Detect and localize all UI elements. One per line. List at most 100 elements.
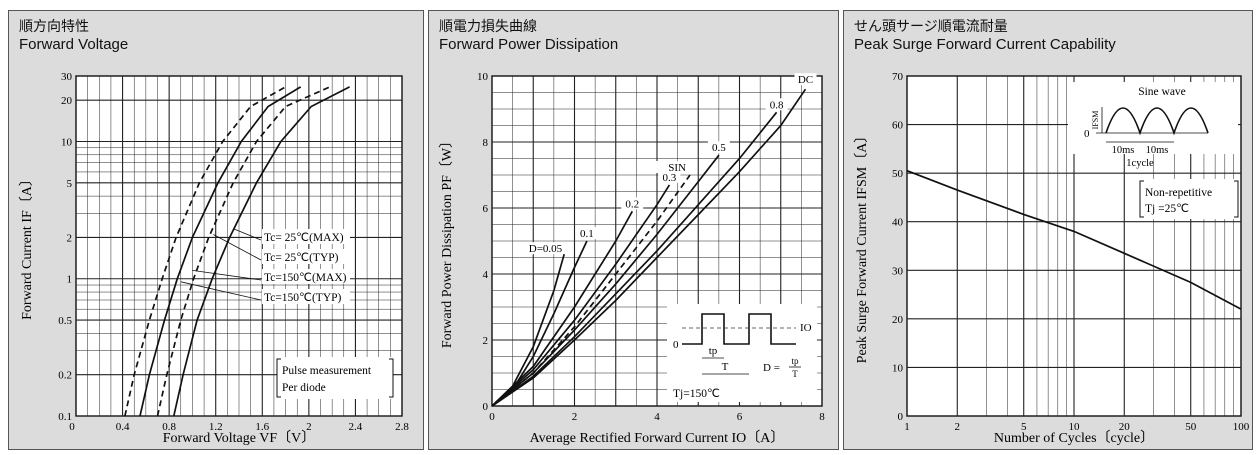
y-tick-label: 50: [892, 168, 904, 180]
y-tick-label: 0.1: [58, 411, 72, 423]
y-axis-label: Forward Power Dissipation PF〔W〕: [439, 134, 455, 348]
series-line: [172, 86, 350, 417]
x-tick-label: 0.4: [116, 421, 130, 433]
y-tick-label: 10: [61, 136, 73, 148]
series-label-bg: [650, 161, 687, 173]
series-line: [124, 86, 287, 417]
legend-label-bg: [262, 269, 350, 284]
panel-title-en: Forward Power Dissipation: [439, 36, 619, 53]
y-tick-label: 30: [61, 71, 73, 83]
note-text: Pulse measurement: [282, 365, 372, 377]
series-label: 0.5: [712, 142, 726, 154]
y-tick-label: 0: [898, 411, 904, 423]
y-tick-label: 2: [483, 335, 489, 347]
panel-title-en: Forward Voltage: [19, 36, 129, 53]
y-tick-label: 5: [67, 178, 73, 190]
y-tick-label: 4: [483, 269, 489, 281]
note-box: [1140, 179, 1238, 219]
note-bracket-left: [1139, 180, 1144, 218]
y-axis-label: Forward Current IF〔A〕: [19, 172, 35, 320]
x-tick-label: 1.6: [255, 421, 269, 433]
x-axis-label: Forward Voltage VF〔V〕: [163, 430, 315, 446]
inset-zero-label: 0: [1084, 128, 1090, 140]
panel-title-jp: せん頭サージ順電流耐量: [854, 19, 1008, 35]
x-tick-label: 100: [1233, 421, 1250, 433]
series-label-bg: [765, 98, 788, 111]
inset-t1-label: 10ms: [1112, 145, 1135, 156]
panel-title-en: Peak Surge Forward Current Capability: [854, 36, 1116, 53]
panel-title-jp: 順方向特性: [19, 19, 89, 35]
y-tick-label: 10: [477, 71, 489, 83]
y-tick-label: 20: [892, 314, 904, 326]
x-axis-label: Number of Cycles〔cycle〕: [994, 430, 1154, 446]
inset-tp-label: tp: [709, 345, 718, 357]
legend-label: Tc= 25℃(TYP): [264, 252, 339, 264]
series-label-bg: [707, 141, 730, 154]
x-tick-label: 1: [904, 421, 910, 433]
x-tick-label: 4: [654, 411, 660, 423]
note-bracket-right: [389, 358, 394, 398]
x-tick-label: 0: [69, 421, 75, 433]
pulse-waveform: [682, 313, 796, 345]
series-label-bg: [526, 242, 564, 255]
legend-label: Tc=150℃(MAX): [264, 272, 347, 284]
y-tick-label: 0: [483, 401, 489, 413]
x-tick-label: 1.2: [209, 421, 223, 433]
y-tick-label: 0.2: [58, 370, 72, 382]
x-tick-label: 10: [1069, 421, 1081, 433]
inset-box: [667, 304, 817, 402]
x-tick-label: 8: [819, 411, 825, 423]
peak-surge-current-chart: 1 2 5 10 20 50 100 0 10 20 30 40 50 60 70 Number of Cyc…: [854, 71, 1250, 446]
inset-t2-label: 10ms: [1146, 145, 1169, 156]
y-tick-label: 70: [892, 71, 904, 83]
y-tick-label: 2: [67, 232, 73, 244]
y-axis-label: Peak Surge Forward Current IFSM〔A〕: [854, 129, 870, 364]
series-label: D=0.05: [529, 243, 563, 255]
note-text: Per diode: [282, 382, 326, 394]
series-line: [491, 210, 634, 407]
x-tick-label: 2.4: [349, 421, 363, 433]
series-label-bg: [794, 73, 817, 86]
duty-formula-numerator: tp: [791, 356, 799, 366]
series-line: [491, 184, 671, 407]
y-tick-label: 60: [892, 120, 904, 132]
x-tick-label: 2: [955, 421, 961, 433]
x-tick-label: 50: [1185, 421, 1197, 433]
inset-cycle-label: 1cycle: [1126, 158, 1154, 169]
y-tick-label: 0.5: [58, 315, 72, 327]
x-tick-label: 2: [306, 421, 312, 433]
forward-voltage-chart: 0 0.4 0.8 1.2 1.6 2 2.4 2.8 0.1 0.2 0.5 1 2 5 10 20 30 Fo…: [19, 71, 409, 446]
series-line: [906, 169, 1242, 310]
inset-io-label: IO: [800, 322, 812, 334]
y-tick-label: 1: [67, 274, 73, 286]
series-label-bg: [621, 197, 644, 210]
legend-label: Tc= 25℃(MAX): [264, 232, 344, 244]
panel-peak-surge-current: せん頭サージ順電流耐量 Peak Surge Forward Current C…: [843, 10, 1253, 450]
series-label: 0.3: [663, 172, 677, 184]
legend-leader-line: [192, 270, 262, 281]
duty-formula-denominator: T: [792, 369, 798, 379]
legend-leader-line: [180, 281, 262, 301]
series-label: 0.1: [580, 228, 594, 240]
y-tick-label: 10: [892, 362, 904, 374]
series-label-bg: [575, 227, 598, 239]
series-line: [491, 154, 720, 407]
tj-condition-label: Tj=150℃: [673, 388, 720, 400]
legend-leader-line: [213, 234, 262, 261]
x-axis-label: Average Rectified Forward Current IO〔A〕: [530, 430, 785, 446]
legend-label: Tc=150℃(TYP): [264, 292, 342, 304]
legend-label-bg: [262, 289, 350, 304]
inset-zero-label: 0: [673, 339, 679, 351]
legend-label-bg: [262, 249, 350, 264]
inset-ifsm-label: IFSM: [1091, 111, 1100, 130]
legend-leader-line: [234, 228, 262, 241]
duty-formula-lhs: D =: [763, 362, 780, 374]
series-label: 0.2: [625, 198, 639, 210]
y-tick-label: 40: [892, 217, 904, 229]
x-tick-label: 0.8: [162, 421, 176, 433]
y-tick-label: 8: [483, 137, 489, 149]
note-text: Tj =25℃: [1145, 203, 1189, 215]
series-label: DC: [798, 74, 813, 86]
